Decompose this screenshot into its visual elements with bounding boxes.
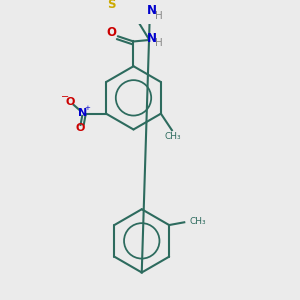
Text: H: H xyxy=(155,11,162,21)
Text: −: − xyxy=(61,92,70,102)
Text: H: H xyxy=(155,38,162,48)
Text: N: N xyxy=(146,4,156,17)
Text: O: O xyxy=(106,26,116,39)
Text: CH₃: CH₃ xyxy=(190,217,206,226)
Text: +: + xyxy=(85,105,91,111)
Text: CH₃: CH₃ xyxy=(165,131,181,140)
Text: N: N xyxy=(146,32,156,45)
Text: O: O xyxy=(66,97,75,107)
Text: N: N xyxy=(78,108,87,118)
Text: S: S xyxy=(107,0,116,11)
Text: O: O xyxy=(75,123,85,133)
